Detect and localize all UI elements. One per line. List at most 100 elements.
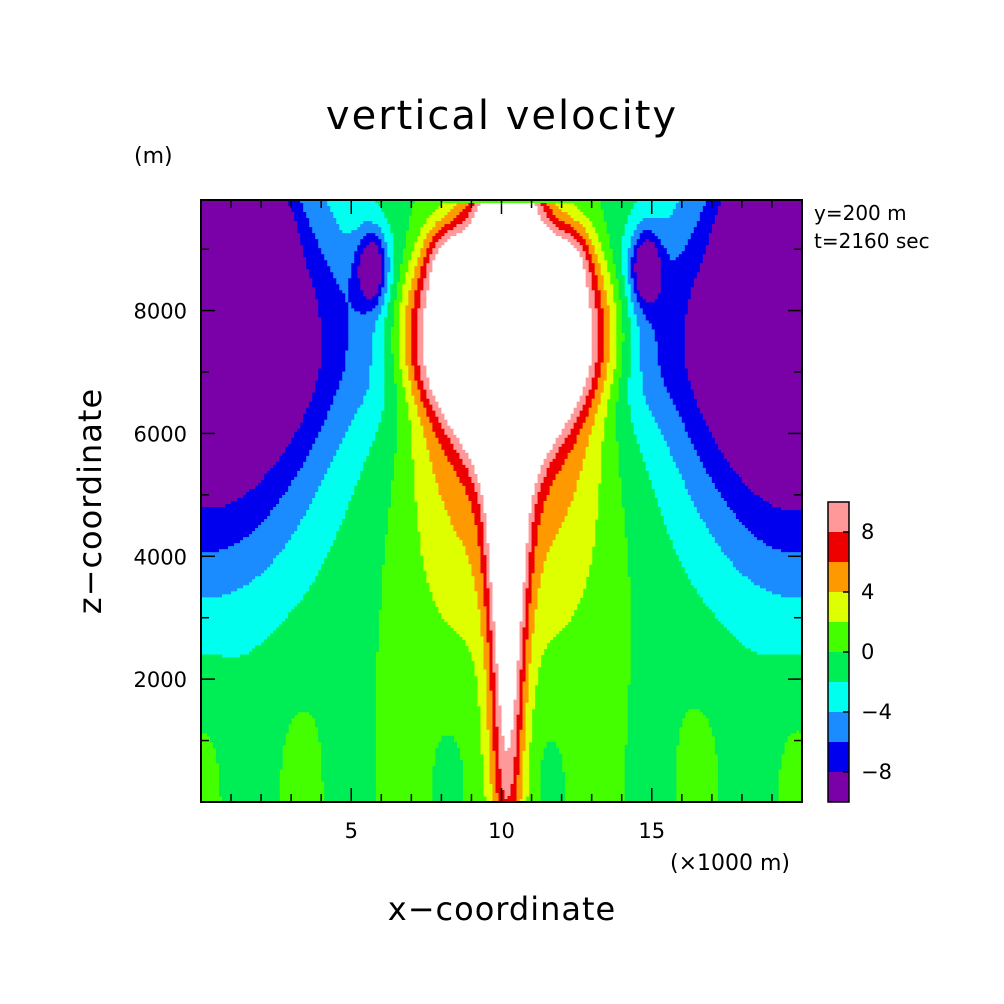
contour-cell	[486, 513, 530, 517]
contour-cell	[285, 546, 331, 550]
contour-cell	[717, 780, 779, 785]
contour-cell	[717, 206, 802, 210]
contour-cell	[201, 678, 376, 683]
contour-cell	[348, 308, 355, 312]
contour-cell	[591, 386, 599, 391]
contour-cell	[621, 362, 632, 367]
contour-cell	[594, 365, 602, 370]
contour-cell	[234, 543, 286, 547]
contour-cell	[519, 639, 524, 644]
contour-cell	[618, 446, 641, 451]
contour-cell	[417, 410, 427, 415]
colorbar-swatch	[828, 532, 849, 562]
contour-cell	[546, 455, 557, 460]
contour-cell	[525, 597, 533, 601]
velocity-contour-field	[201, 200, 802, 802]
contour-cell	[492, 717, 497, 722]
contour-cell	[393, 266, 400, 270]
contour-cell	[684, 485, 716, 490]
contour-cell	[498, 747, 506, 752]
contour-cell	[648, 407, 677, 412]
contour-cell	[450, 522, 476, 526]
contour-cell	[429, 380, 587, 385]
contour-cell	[678, 470, 707, 475]
contour-cell	[435, 473, 458, 478]
contour-cell	[726, 504, 773, 508]
contour-cell	[474, 488, 482, 493]
contour-cell	[504, 795, 509, 800]
contour-cell	[486, 633, 494, 638]
contour-cell	[393, 251, 403, 255]
contour-cell	[606, 296, 614, 300]
contour-cell	[630, 263, 635, 267]
contour-cell	[378, 302, 385, 306]
contour-cell	[288, 615, 379, 619]
contour-cell	[384, 212, 412, 216]
contour-cell	[285, 543, 334, 547]
contour-cell	[201, 537, 244, 541]
contour-cell	[438, 404, 578, 409]
contour-cell	[483, 762, 491, 767]
contour-cell	[384, 239, 394, 243]
contour-cell	[348, 326, 376, 331]
contour-cell	[714, 482, 746, 487]
contour-cell	[489, 561, 527, 565]
contour-cell	[384, 356, 394, 361]
contour-cell	[201, 494, 244, 499]
contour-cell	[537, 497, 548, 502]
contour-cell	[714, 440, 802, 445]
contour-cell	[447, 455, 461, 460]
contour-cell	[639, 356, 659, 361]
contour-cell	[201, 687, 376, 692]
contour-cell	[522, 690, 530, 695]
contour-cell	[495, 723, 503, 728]
contour-cell	[477, 690, 488, 695]
contour-cell	[408, 377, 415, 382]
contour-cell	[627, 726, 680, 731]
contour-cell	[591, 353, 599, 358]
contour-cell	[465, 218, 473, 222]
contour-cell	[399, 359, 406, 364]
contour-cell	[483, 786, 494, 791]
contour-cell	[648, 404, 677, 409]
contour-cell	[477, 678, 488, 683]
contour-cell	[375, 431, 397, 436]
contour-cell	[333, 543, 385, 547]
contour-cell	[681, 473, 710, 478]
contour-cell	[486, 678, 491, 683]
contour-cell	[381, 239, 385, 243]
contour-cell	[690, 233, 710, 237]
contour-cell	[201, 525, 259, 529]
contour-cell	[474, 470, 542, 475]
contour-cell	[429, 452, 445, 457]
contour-cell	[483, 639, 488, 644]
contour-cell	[249, 488, 289, 493]
contour-cell	[201, 203, 289, 207]
colorbar-swatch	[828, 712, 849, 742]
contour-cell	[624, 795, 677, 800]
contour-cell	[660, 431, 689, 436]
contour-cell	[627, 723, 683, 728]
contour-cell	[597, 344, 605, 349]
contour-cell	[201, 675, 376, 680]
contour-cell	[585, 395, 596, 400]
contour-cell	[393, 254, 403, 258]
contour-cell	[525, 576, 530, 580]
contour-cell	[483, 528, 488, 532]
contour-cell	[534, 491, 539, 496]
contour-cell	[201, 672, 376, 677]
contour-cell	[672, 212, 701, 216]
contour-cell	[423, 335, 593, 340]
contour-cell	[618, 458, 644, 463]
contour-cell	[687, 434, 713, 439]
contour-cell	[540, 470, 548, 475]
contour-cell	[426, 248, 433, 252]
contour-cell	[621, 353, 632, 358]
contour-cell	[477, 600, 485, 604]
contour-cell	[630, 681, 802, 686]
contour-cell	[429, 254, 436, 258]
contour-cell	[636, 242, 644, 246]
contour-cell	[501, 705, 515, 710]
contour-cell	[696, 507, 731, 511]
contour-cell	[690, 293, 802, 297]
